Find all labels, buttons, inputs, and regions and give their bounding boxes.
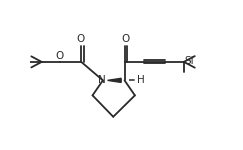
- Text: Si: Si: [184, 56, 194, 66]
- Polygon shape: [108, 78, 121, 82]
- Text: O: O: [76, 34, 84, 44]
- Text: O: O: [55, 51, 64, 61]
- Text: H: H: [137, 75, 145, 85]
- Text: O: O: [121, 34, 130, 44]
- Text: N: N: [98, 75, 106, 85]
